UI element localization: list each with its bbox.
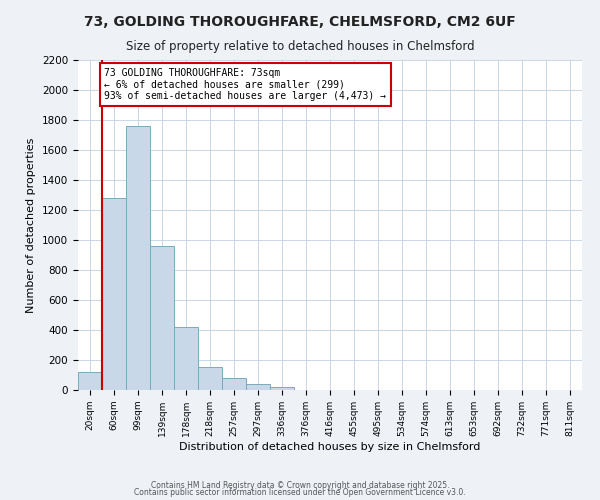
Bar bbox=[246, 384, 270, 390]
Text: 73 GOLDING THOROUGHFARE: 73sqm
← 6% of detached houses are smaller (299)
93% of : 73 GOLDING THOROUGHFARE: 73sqm ← 6% of d… bbox=[104, 68, 386, 100]
Bar bbox=[102, 198, 126, 390]
Bar bbox=[222, 378, 246, 390]
Bar bbox=[174, 327, 198, 390]
Bar bbox=[78, 372, 102, 390]
Text: 73, GOLDING THOROUGHFARE, CHELMSFORD, CM2 6UF: 73, GOLDING THOROUGHFARE, CHELMSFORD, CM… bbox=[84, 15, 516, 29]
Bar bbox=[270, 386, 294, 390]
Y-axis label: Number of detached properties: Number of detached properties bbox=[26, 138, 37, 312]
Text: Contains HM Land Registry data © Crown copyright and database right 2025.: Contains HM Land Registry data © Crown c… bbox=[151, 480, 449, 490]
Text: Size of property relative to detached houses in Chelmsford: Size of property relative to detached ho… bbox=[125, 40, 475, 53]
Bar bbox=[150, 246, 174, 390]
X-axis label: Distribution of detached houses by size in Chelmsford: Distribution of detached houses by size … bbox=[179, 442, 481, 452]
Bar bbox=[198, 367, 222, 390]
Text: Contains public sector information licensed under the Open Government Licence v3: Contains public sector information licen… bbox=[134, 488, 466, 497]
Bar bbox=[126, 126, 150, 390]
